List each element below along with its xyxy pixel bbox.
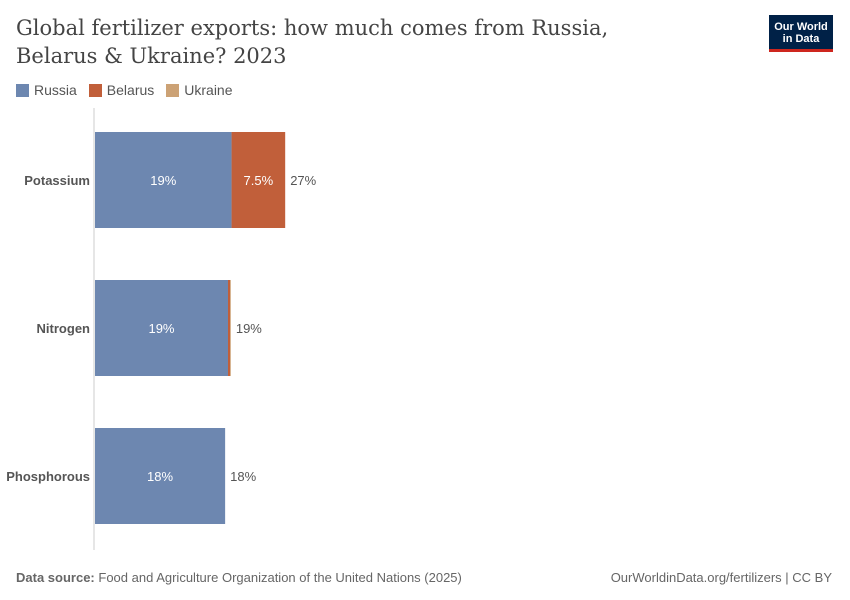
source-text: Food and Agriculture Organization of the… <box>98 570 462 585</box>
legend-item-ukraine[interactable]: Ukraine <box>166 82 233 98</box>
legend-swatch-russia <box>16 83 29 97</box>
data-label: 7.5% <box>244 173 274 188</box>
bar-russia[interactable] <box>95 132 232 228</box>
legend-label: Belarus <box>106 82 155 98</box>
data-label: 18% <box>147 469 173 484</box>
legend-swatch-belarus <box>88 83 102 97</box>
bar-belarus[interactable] <box>231 132 286 228</box>
legend-item-belarus[interactable]: Belarus <box>88 82 155 98</box>
source-label: Data source: <box>16 570 95 585</box>
category-label: Potassium <box>24 173 90 188</box>
legend-item-russia[interactable]: Russia <box>16 82 77 98</box>
owid-logo[interactable]: Our World in Data <box>769 15 833 52</box>
bar-ukraine[interactable] <box>230 280 231 376</box>
bar-russia[interactable] <box>95 428 226 524</box>
footer-link[interactable]: OurWorldinData.org/fertilizers | CC BY <box>610 570 832 585</box>
chart-title: Global fertilizer exports: how much come… <box>16 16 609 68</box>
data-label: 19% <box>148 321 174 336</box>
category-label: Nitrogen <box>37 321 91 336</box>
data-label: 19% <box>150 173 176 188</box>
total-label: 27% <box>290 173 316 188</box>
legend-label: Russia <box>34 82 77 98</box>
total-label: 18% <box>230 469 256 484</box>
bar-russia[interactable] <box>95 280 228 376</box>
data-source: Data source: Food and Agriculture Organi… <box>16 570 462 585</box>
category-label: Phosphorous <box>6 469 90 484</box>
legend-label: Ukraine <box>184 82 233 98</box>
total-label: 19% <box>236 321 262 336</box>
bar-belarus[interactable] <box>227 280 231 376</box>
legend: Russia Belarus Ukraine <box>16 82 233 98</box>
legend-swatch-ukraine <box>166 83 180 97</box>
